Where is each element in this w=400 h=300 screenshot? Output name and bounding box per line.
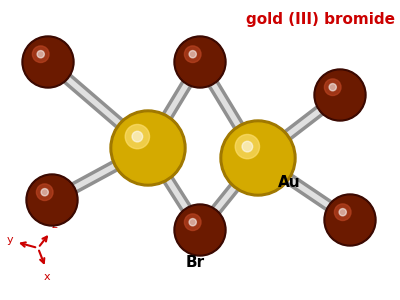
Circle shape: [189, 219, 196, 226]
Circle shape: [132, 131, 143, 142]
Circle shape: [41, 189, 48, 196]
Circle shape: [235, 134, 260, 159]
Circle shape: [174, 36, 226, 88]
Text: Br: Br: [186, 255, 204, 270]
Text: x: x: [44, 272, 50, 282]
Circle shape: [184, 46, 201, 62]
Circle shape: [220, 120, 296, 196]
Circle shape: [176, 206, 224, 254]
Text: y: y: [6, 235, 13, 245]
Circle shape: [324, 79, 341, 95]
Circle shape: [174, 204, 226, 256]
Text: gold (III) bromide: gold (III) bromide: [246, 12, 395, 27]
Circle shape: [110, 110, 186, 186]
Circle shape: [36, 184, 53, 200]
Circle shape: [189, 51, 196, 58]
Circle shape: [37, 51, 44, 58]
Circle shape: [28, 176, 76, 224]
Circle shape: [314, 69, 366, 121]
Circle shape: [32, 46, 49, 62]
Circle shape: [326, 196, 374, 244]
Circle shape: [324, 194, 376, 246]
Circle shape: [125, 124, 150, 149]
Circle shape: [242, 141, 253, 152]
Circle shape: [223, 123, 293, 193]
Circle shape: [24, 38, 72, 86]
Circle shape: [184, 214, 201, 230]
Circle shape: [113, 113, 183, 183]
Circle shape: [339, 208, 346, 216]
Text: Au: Au: [278, 175, 301, 190]
Circle shape: [329, 84, 336, 91]
Text: z: z: [51, 220, 57, 230]
Circle shape: [22, 36, 74, 88]
Circle shape: [26, 174, 78, 226]
Circle shape: [176, 38, 224, 86]
Circle shape: [334, 204, 351, 220]
Circle shape: [316, 71, 364, 119]
